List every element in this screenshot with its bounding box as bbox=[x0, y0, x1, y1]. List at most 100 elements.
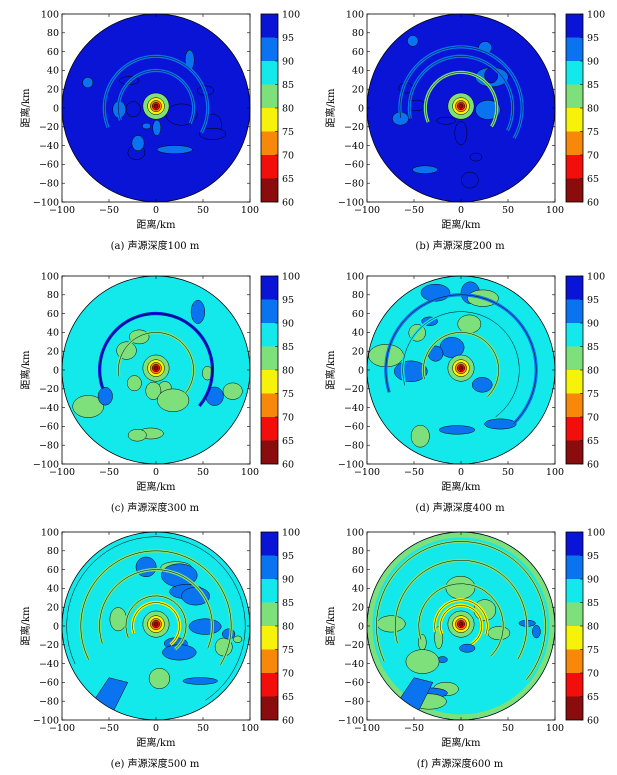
contour-patch bbox=[109, 607, 127, 632]
colorbar-tick-label: 80 bbox=[587, 365, 599, 376]
x-tick-label: 50 bbox=[197, 467, 209, 478]
x-tick-label: −100 bbox=[354, 205, 380, 216]
chart-panel-c: −100 −50 0 50 100 100 80 60 40 20 0 −20 −40 −60 −80 −10… bbox=[5, 262, 305, 517]
colorbar-tick-label: 60 bbox=[587, 715, 599, 726]
y-tick-label: −60 bbox=[39, 422, 59, 433]
y-tick-label: 80 bbox=[47, 28, 59, 39]
y-tick-label: −20 bbox=[39, 122, 59, 133]
colorbar-segment bbox=[261, 84, 278, 108]
x-axis-label: 距离/km bbox=[137, 218, 176, 231]
y-tick-label: 100 bbox=[346, 527, 364, 538]
y-tick-label: 100 bbox=[41, 9, 59, 20]
colorbar-tick-label: 90 bbox=[282, 318, 294, 329]
colorbar-segment bbox=[566, 579, 583, 603]
colorbar-tick-label: 80 bbox=[282, 103, 294, 114]
panel-c-plot: −100 −50 0 50 100 100 80 60 40 20 0 −20 −40 −60 −80 −10… bbox=[19, 271, 300, 493]
colorbar-tick-label: 65 bbox=[282, 692, 294, 703]
contour-patch bbox=[82, 77, 94, 89]
x-tick-label: −100 bbox=[49, 723, 75, 734]
contour-patch bbox=[532, 624, 541, 639]
y-tick-label: 40 bbox=[47, 66, 59, 77]
colorbar-tick-label: 95 bbox=[282, 295, 294, 306]
colorbar-tick-label: 90 bbox=[587, 318, 599, 329]
contour-field bbox=[367, 276, 555, 464]
y-tick-label: 60 bbox=[47, 565, 59, 576]
panel-caption: (d) 声源深度400 m bbox=[415, 503, 505, 514]
y-tick-label: 0 bbox=[53, 103, 59, 114]
y-tick-label: 100 bbox=[346, 271, 364, 282]
contour-ring-outline bbox=[425, 72, 497, 127]
contour-patch bbox=[222, 382, 243, 400]
x-tick-label: 0 bbox=[153, 723, 159, 734]
y-axis-label: 距离/km bbox=[324, 88, 337, 127]
x-tick-label: −50 bbox=[99, 723, 119, 734]
colorbar-segment bbox=[566, 276, 583, 300]
colorbar-segment bbox=[261, 579, 278, 603]
colorbar-segment bbox=[566, 626, 583, 650]
contour-patch bbox=[436, 116, 456, 125]
colorbar-segment bbox=[261, 155, 278, 179]
colorbar-segment bbox=[566, 649, 583, 673]
panel-caption: (a) 声源深度100 m bbox=[110, 241, 200, 252]
y-tick-label: 60 bbox=[352, 47, 364, 58]
y-tick-label: −100 bbox=[338, 197, 364, 208]
contour-patch bbox=[142, 122, 151, 130]
y-tick-label: 20 bbox=[47, 347, 59, 358]
y-tick-label: −20 bbox=[344, 384, 364, 395]
x-tick-label: −100 bbox=[49, 467, 75, 478]
colorbar-segment bbox=[566, 131, 583, 155]
colorbar-segment bbox=[566, 696, 583, 720]
colorbar-tick-label: 65 bbox=[587, 692, 599, 703]
colorbar-tick-label: 100 bbox=[282, 9, 300, 20]
y-tick-label: 60 bbox=[47, 47, 59, 58]
panel-d-plot: −100 −50 0 50 100 100 80 60 40 20 0 −20 −40 −60 −80 −10… bbox=[324, 271, 605, 493]
y-tick-label: 0 bbox=[358, 365, 364, 376]
x-axis-label: 距离/km bbox=[442, 218, 481, 231]
contour-patch bbox=[469, 152, 483, 162]
x-axis-label: 距离/km bbox=[442, 736, 481, 749]
contour-ring-outline bbox=[118, 70, 194, 124]
colorbar-tick-label: 100 bbox=[587, 271, 605, 282]
x-tick-label: 50 bbox=[502, 467, 514, 478]
colorbar-segment bbox=[566, 299, 583, 323]
colorbar-segment bbox=[261, 131, 278, 155]
colorbar: 100 95 90 85 80 75 70 65 60 bbox=[565, 527, 605, 726]
y-tick-label: 20 bbox=[352, 347, 364, 358]
contour-ring-outline bbox=[409, 56, 513, 131]
chart-panel-f: −100 −50 0 50 100 100 80 60 40 20 0 −20 −40 −60 −80 −10… bbox=[310, 518, 610, 773]
contour-patch bbox=[376, 615, 406, 633]
y-tick-label: −20 bbox=[344, 122, 364, 133]
colorbar-tick-label: 60 bbox=[282, 715, 294, 726]
colorbar-segment bbox=[261, 417, 278, 441]
colorbar-segment bbox=[261, 14, 278, 38]
y-tick-label: −20 bbox=[344, 640, 364, 651]
y-axis-label: 距离/km bbox=[19, 606, 32, 645]
colorbar: 100 95 90 85 80 75 70 65 60 bbox=[260, 527, 300, 726]
colorbar-tick-label: 85 bbox=[282, 342, 294, 353]
y-tick-label: −60 bbox=[344, 422, 364, 433]
contour-patch bbox=[156, 145, 193, 154]
contour-patch bbox=[127, 375, 142, 392]
x-tick-label: 0 bbox=[458, 205, 464, 216]
colorbar-segment bbox=[261, 440, 278, 464]
colorbar-segment bbox=[261, 555, 278, 579]
contour-field bbox=[367, 14, 555, 202]
colorbar-tick-label: 75 bbox=[282, 645, 294, 656]
contour-patch bbox=[190, 299, 205, 324]
panel-caption: (c) 声源深度300 m bbox=[110, 503, 200, 514]
y-tick-label: 80 bbox=[352, 546, 364, 557]
contour-patch bbox=[487, 626, 511, 641]
contour-field bbox=[62, 276, 250, 464]
x-tick-label: 50 bbox=[502, 723, 514, 734]
x-tick-label: −50 bbox=[404, 205, 424, 216]
contour-patch bbox=[439, 337, 465, 358]
x-tick-label: −100 bbox=[354, 467, 380, 478]
contour-ring-outline bbox=[418, 583, 504, 657]
contour-patch bbox=[484, 418, 517, 430]
contour-patch bbox=[72, 395, 104, 418]
chart-panel-d: −100 −50 0 50 100 100 80 60 40 20 0 −20 −40 −60 −80 −10… bbox=[310, 262, 610, 517]
y-tick-label: −60 bbox=[344, 678, 364, 689]
contour-patch bbox=[182, 677, 218, 685]
y-tick-label: 0 bbox=[358, 621, 364, 632]
colorbar-tick-label: 60 bbox=[282, 197, 294, 208]
